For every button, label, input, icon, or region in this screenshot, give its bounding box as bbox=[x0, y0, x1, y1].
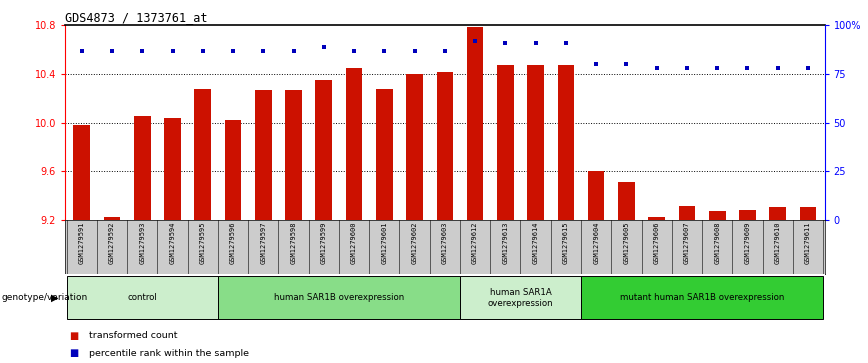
Text: GSM1279609: GSM1279609 bbox=[745, 221, 751, 264]
Text: transformed count: transformed count bbox=[89, 331, 177, 340]
Bar bbox=[467, 26, 483, 220]
Text: GSM1279608: GSM1279608 bbox=[714, 221, 720, 264]
Bar bbox=[286, 90, 302, 220]
Text: genotype/variation: genotype/variation bbox=[2, 293, 88, 302]
Bar bbox=[557, 65, 575, 220]
Text: GSM1279612: GSM1279612 bbox=[472, 221, 478, 264]
Bar bbox=[460, 276, 581, 319]
Bar bbox=[581, 276, 823, 319]
Bar bbox=[376, 89, 392, 220]
Text: GSM1279615: GSM1279615 bbox=[562, 221, 569, 264]
Text: GSM1279593: GSM1279593 bbox=[139, 221, 145, 264]
Text: mutant human SAR1B overexpression: mutant human SAR1B overexpression bbox=[620, 293, 785, 302]
Text: GSM1279592: GSM1279592 bbox=[109, 221, 115, 264]
Text: GSM1279596: GSM1279596 bbox=[230, 221, 236, 264]
Bar bbox=[225, 120, 241, 220]
Bar bbox=[648, 217, 665, 220]
Text: ■: ■ bbox=[69, 348, 79, 358]
Bar bbox=[255, 90, 272, 220]
Text: GSM1279602: GSM1279602 bbox=[411, 221, 418, 264]
Bar bbox=[740, 210, 756, 220]
Text: GSM1279601: GSM1279601 bbox=[381, 221, 387, 264]
Text: GSM1279613: GSM1279613 bbox=[503, 221, 509, 264]
Bar bbox=[618, 182, 635, 220]
Text: GSM1279607: GSM1279607 bbox=[684, 221, 690, 264]
Bar bbox=[527, 65, 544, 220]
Text: GSM1279594: GSM1279594 bbox=[169, 221, 175, 264]
Text: GSM1279598: GSM1279598 bbox=[291, 221, 297, 264]
Text: GSM1279614: GSM1279614 bbox=[533, 221, 539, 264]
Bar bbox=[315, 80, 332, 220]
Bar bbox=[134, 117, 150, 220]
Text: GSM1279597: GSM1279597 bbox=[260, 221, 266, 264]
Bar bbox=[345, 68, 363, 220]
Bar bbox=[74, 125, 90, 220]
Text: GSM1279610: GSM1279610 bbox=[775, 221, 780, 264]
Text: GSM1279605: GSM1279605 bbox=[623, 221, 629, 264]
Bar bbox=[437, 72, 453, 220]
Text: human SAR1B overexpression: human SAR1B overexpression bbox=[273, 293, 404, 302]
Bar bbox=[406, 74, 423, 220]
Text: percentile rank within the sample: percentile rank within the sample bbox=[89, 349, 248, 358]
Bar bbox=[709, 211, 726, 220]
Text: ▶: ▶ bbox=[50, 293, 58, 303]
Bar bbox=[103, 217, 121, 220]
Text: GSM1279591: GSM1279591 bbox=[79, 221, 85, 264]
Text: GSM1279604: GSM1279604 bbox=[593, 221, 599, 264]
Bar bbox=[218, 276, 460, 319]
Text: human SAR1A
overexpression: human SAR1A overexpression bbox=[488, 287, 553, 308]
Bar bbox=[164, 118, 181, 220]
Bar bbox=[588, 171, 604, 220]
Text: control: control bbox=[128, 293, 157, 302]
Text: GSM1279611: GSM1279611 bbox=[805, 221, 811, 264]
Bar bbox=[769, 208, 786, 220]
Text: GSM1279599: GSM1279599 bbox=[321, 221, 327, 264]
Text: GSM1279606: GSM1279606 bbox=[654, 221, 660, 264]
Bar bbox=[679, 206, 695, 220]
Text: GSM1279603: GSM1279603 bbox=[442, 221, 448, 264]
Bar bbox=[194, 89, 211, 220]
Text: ■: ■ bbox=[69, 331, 79, 341]
Bar bbox=[497, 65, 514, 220]
Text: GSM1279595: GSM1279595 bbox=[200, 221, 206, 264]
Text: GSM1279600: GSM1279600 bbox=[351, 221, 357, 264]
Bar bbox=[67, 276, 218, 319]
Bar bbox=[799, 208, 816, 220]
Text: GDS4873 / 1373761_at: GDS4873 / 1373761_at bbox=[65, 11, 207, 24]
